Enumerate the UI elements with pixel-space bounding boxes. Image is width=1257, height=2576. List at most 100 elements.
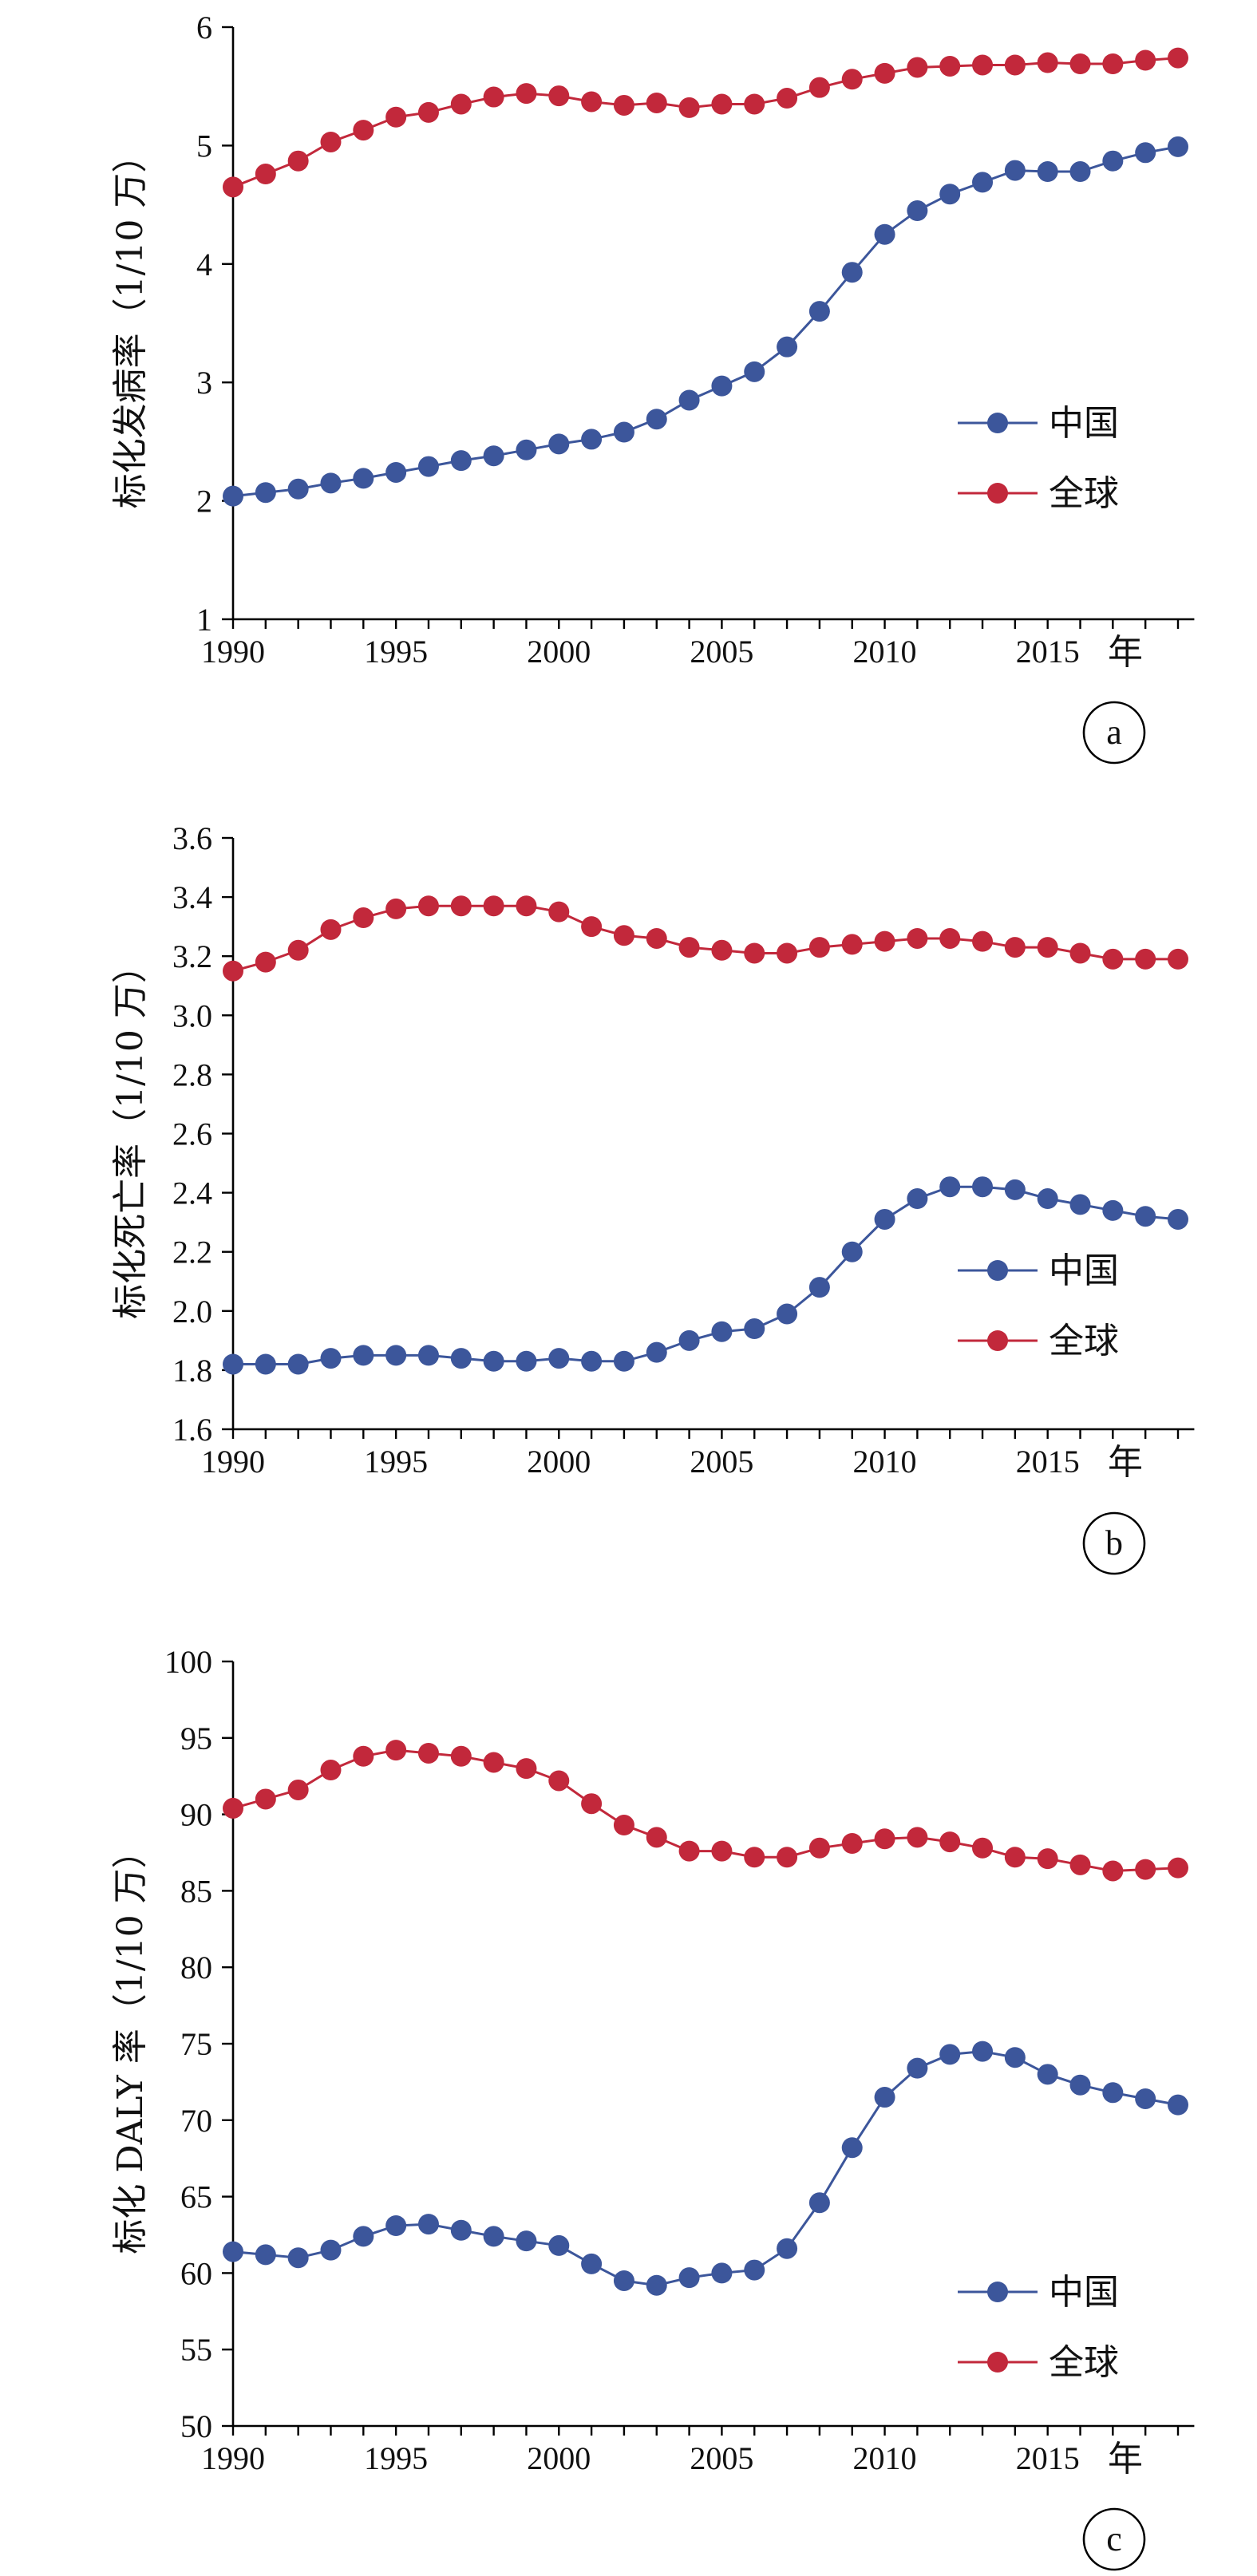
data-point [744,361,765,382]
data-point [808,1277,830,1298]
data-point [874,62,895,84]
y-tick-label: 4 [196,247,212,282]
data-point [353,2226,374,2247]
series-line-china [232,145,1179,498]
data-point [581,1793,603,1815]
data-point [841,262,863,283]
series-line-global [232,1748,1179,1873]
x-tick-label: 2005 [690,634,753,670]
y-tick-label: 95 [180,1721,212,1756]
data-point [646,1341,667,1363]
data-point [450,1348,472,1369]
data-point [808,301,830,322]
data-point [353,468,374,489]
data-point [678,937,700,958]
data-point [744,1318,765,1340]
data-point [1037,161,1058,183]
chart-panel-b: 1.6 1.8 2.0 2.2 2.4 2.6 2.8 3.0 3.2 3.4 3.6 1990 199… [110,820,1195,1575]
data-point [1004,160,1026,181]
data-point [483,1350,504,1372]
data-point [320,1348,342,1369]
panel-label-circle [1082,2507,1146,2571]
series-line-china [233,1185,1179,1365]
data-point [1168,47,1188,69]
series-line-global [232,904,1178,973]
x-tick-label: 2000 [527,1444,591,1480]
data-point [483,895,504,917]
data-point [1135,948,1156,970]
panel-label: c [1106,2519,1122,2558]
legend-marker [987,1260,1008,1281]
y-tick-label: 2.8 [172,1057,212,1092]
data-point [1168,948,1188,970]
legend-label: 全球 [1049,1321,1119,1361]
data-point [646,409,667,430]
x-unit-label: 年 [1108,2439,1143,2479]
y-tick-label: 55 [180,2332,212,2368]
panel-label: b [1105,1523,1123,1563]
data-point [613,925,634,946]
data-point [255,1353,276,1375]
data-point [548,2234,570,2256]
data-point [223,2241,243,2262]
data-point [1037,1848,1058,1870]
data-point [874,1828,895,1850]
data-point [1135,1206,1156,1227]
x-tick-label: 1990 [201,1444,265,1480]
data-point [255,951,276,973]
data-point [972,172,994,193]
data-point [777,2238,798,2259]
data-point [1069,53,1091,75]
data-point [417,1345,439,1366]
series-china [223,136,1188,507]
data-point [1037,1188,1058,1210]
y-tick-label: 3.4 [172,879,212,915]
data-point [287,2247,309,2269]
data-point [1168,1208,1188,1230]
legend-label: 中国 [1049,403,1119,444]
panel-label: a [1106,713,1122,752]
data-point [1069,1854,1091,1875]
data-point [646,1827,667,1848]
data-point [581,1350,603,1372]
data-point [548,1348,570,1369]
y-tick-label: 75 [180,2026,212,2062]
data-point [483,1752,504,1773]
x-tick-label: 2010 [853,634,917,670]
data-point [385,106,407,128]
data-point [972,1837,994,1859]
data-point [613,94,634,116]
data-point [223,176,243,198]
data-point [874,930,895,952]
y-axis-label: 标化 DALY 率（1/10 万） [110,1833,151,2254]
data-point [678,1329,700,1351]
legend-entry-global: 全球 [958,1321,1119,1361]
data-point [287,939,309,961]
data-point [223,485,243,507]
data-point [972,930,994,952]
data-point [516,2230,537,2252]
data-point [711,1321,733,1342]
data-point [1004,937,1026,958]
data-point [450,1745,472,1767]
x-unit-label: 年 [1108,1442,1143,1483]
chart-panel-c: 50 55 60 65 70 75 80 85 90 95 100 1990 1995 2000 2005 2… [110,1644,1195,2571]
legend-marker [987,1330,1008,1351]
data-point [287,1779,309,1800]
data-point [1168,136,1188,157]
y-tick-label: 3.0 [172,998,212,1033]
y-tick-label: 2.2 [172,1235,212,1270]
y-tick-label: 2.6 [172,1116,212,1152]
y-tick-label: 90 [180,1797,212,1833]
data-point [841,1833,863,1855]
data-point [320,1760,342,1781]
data-point [1037,2064,1058,2085]
data-point [1102,1199,1124,1221]
y-tick-label: 3.2 [172,938,212,974]
data-point [548,1770,570,1792]
x-tick-label: 2005 [690,1444,753,1480]
data-point [808,1837,830,1859]
series-line-global [232,57,1179,188]
data-point [1135,142,1156,164]
